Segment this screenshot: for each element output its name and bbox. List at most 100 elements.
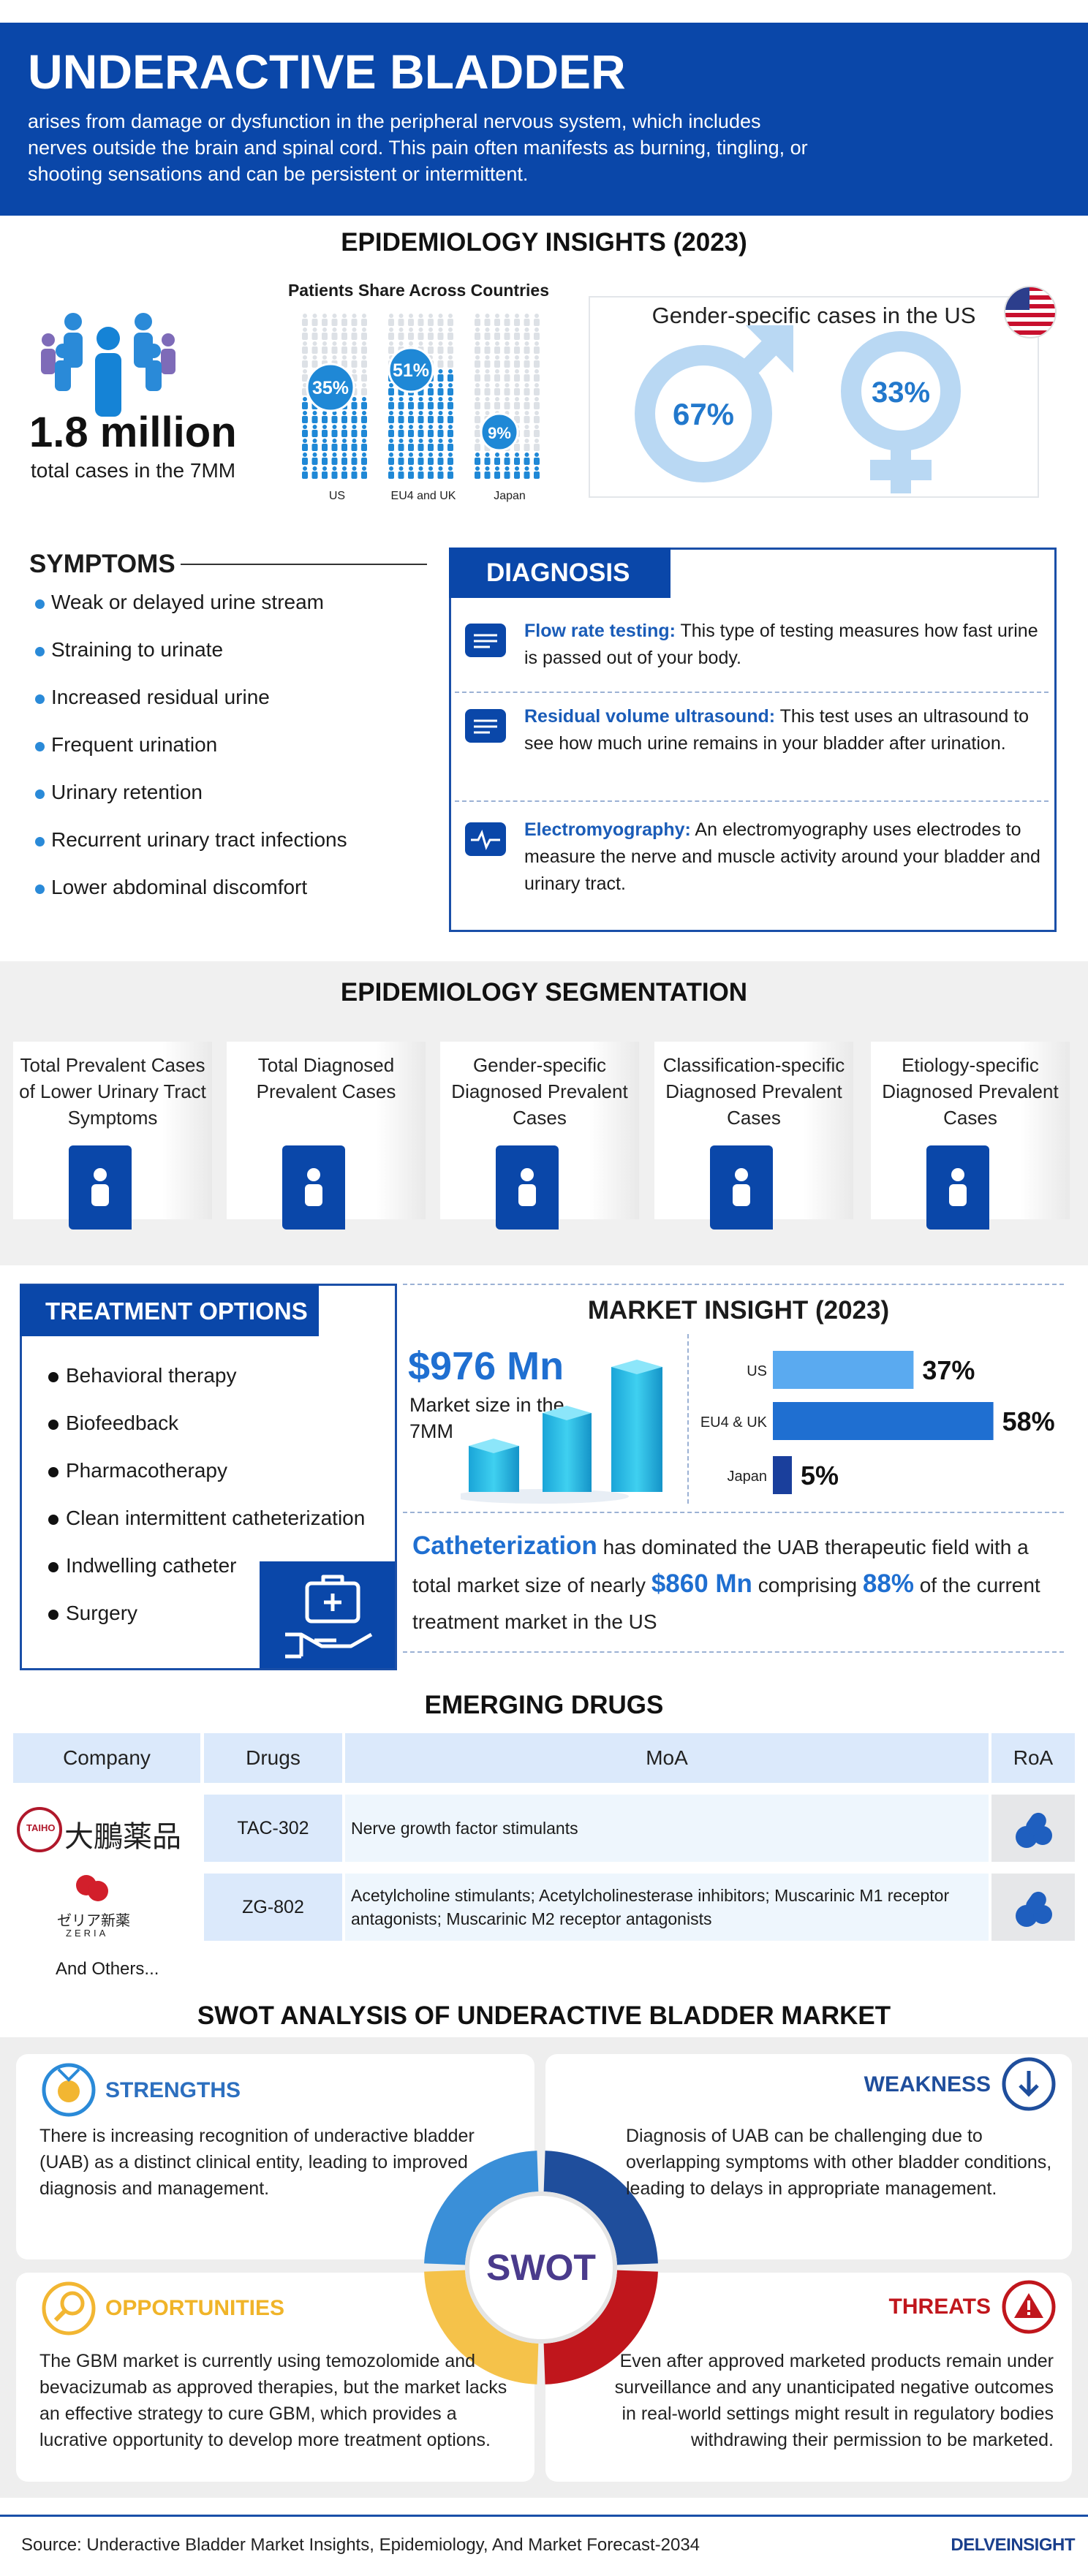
person-icon [322,439,327,443]
person-icon [494,346,500,354]
person-icon [494,458,500,465]
decoration [469,1439,519,1453]
diagnosis-box [449,548,1057,932]
person-icon [514,374,520,382]
person-icon [331,430,338,437]
decoration [95,327,121,417]
person-icon [428,439,433,443]
person-icon [514,346,520,354]
person-icon [515,397,519,401]
person-icon [361,388,367,395]
person-icon [303,369,307,374]
diagnosis-name: Residual volume ultrasound: [524,706,776,727]
person-icon [437,416,444,423]
person-icon [505,355,510,360]
person-icon [302,444,308,451]
person-icon [504,374,510,382]
person-icon [515,314,519,318]
person-icon [418,416,424,423]
person-icon [494,319,500,326]
market-title: MARKET INSIGHT (2023) [587,1296,890,1325]
person-icon [398,327,404,332]
person-icon [495,355,499,360]
decoration [1027,2312,1030,2315]
company-native: ゼリア新薬 [57,1913,130,1929]
person-icon [438,411,443,415]
person-icon [534,458,540,465]
person-icon [418,458,424,465]
person-icon [418,411,423,415]
person-icon [437,430,444,437]
note-text: comprising [758,1574,858,1596]
person-icon [361,444,367,451]
diagnosis-description: This type of testing measures how fast u… [524,621,1038,668]
share-label: 9% [488,424,511,442]
person-icon [515,383,519,387]
segment-label: Total Prevalent Cases of Lower Urinary T… [19,1054,206,1129]
person-icon [438,397,443,401]
person-icon [409,439,413,443]
person-icon [332,466,337,471]
moa-cell: Nerve growth factor stimulants [345,1795,989,1862]
person-icon [448,439,453,443]
person-icon [352,355,357,360]
person-icon [361,360,367,368]
person-icon [311,319,318,326]
person-icon [389,425,393,429]
decoration [611,1367,662,1492]
person-icon [352,341,357,346]
person-icon [322,327,327,332]
person-icon [303,341,307,346]
person-icon [495,341,499,346]
segment-glyph [305,1168,322,1206]
person-icon [475,444,480,451]
person-icon [534,444,540,451]
person-icon [398,333,404,340]
bullet [35,599,45,609]
person-icon [331,471,338,479]
symptoms-title: SYMPTOMS [29,550,175,578]
person-icon [505,452,510,457]
person-icon [428,314,433,318]
diagnosis-icon [465,624,506,657]
person-icon [534,333,540,340]
us-flag [1004,286,1057,338]
bullet [35,694,45,704]
person-icon [524,458,530,465]
person-icon [447,333,453,340]
icon-shape [471,829,500,851]
share-badge [306,363,355,412]
person-icon [351,458,358,465]
person-icon [514,360,520,368]
drug-cell: TAC-302 [204,1795,342,1862]
person-icon [311,444,318,451]
person-icon [524,425,529,429]
gender-box [589,296,1039,498]
threats-title: THREATS [888,2295,991,2319]
company-logo [16,1806,199,1853]
decoration [543,1406,592,1420]
person-icon [534,360,540,368]
person-icon [428,346,434,354]
person-icon [351,416,358,423]
person-icon [534,430,540,437]
person-icon [524,341,529,346]
person-icon [361,333,367,340]
person-icon [485,314,490,318]
person-icon [332,314,337,318]
person-icon [475,374,480,382]
person-icon [388,319,394,326]
person-icon [475,402,480,409]
decoration [949,1184,967,1206]
share-value: 58% [1002,1406,1055,1436]
person-icon [322,458,328,465]
decoration [42,333,55,346]
person-icon [322,416,328,423]
person-icon [448,397,453,401]
symptom: Recurrent urinary tract infections [51,828,347,851]
person-icon [534,439,539,443]
person-icon [428,444,434,451]
segment-icon [69,1145,132,1230]
person-icon [524,374,530,382]
